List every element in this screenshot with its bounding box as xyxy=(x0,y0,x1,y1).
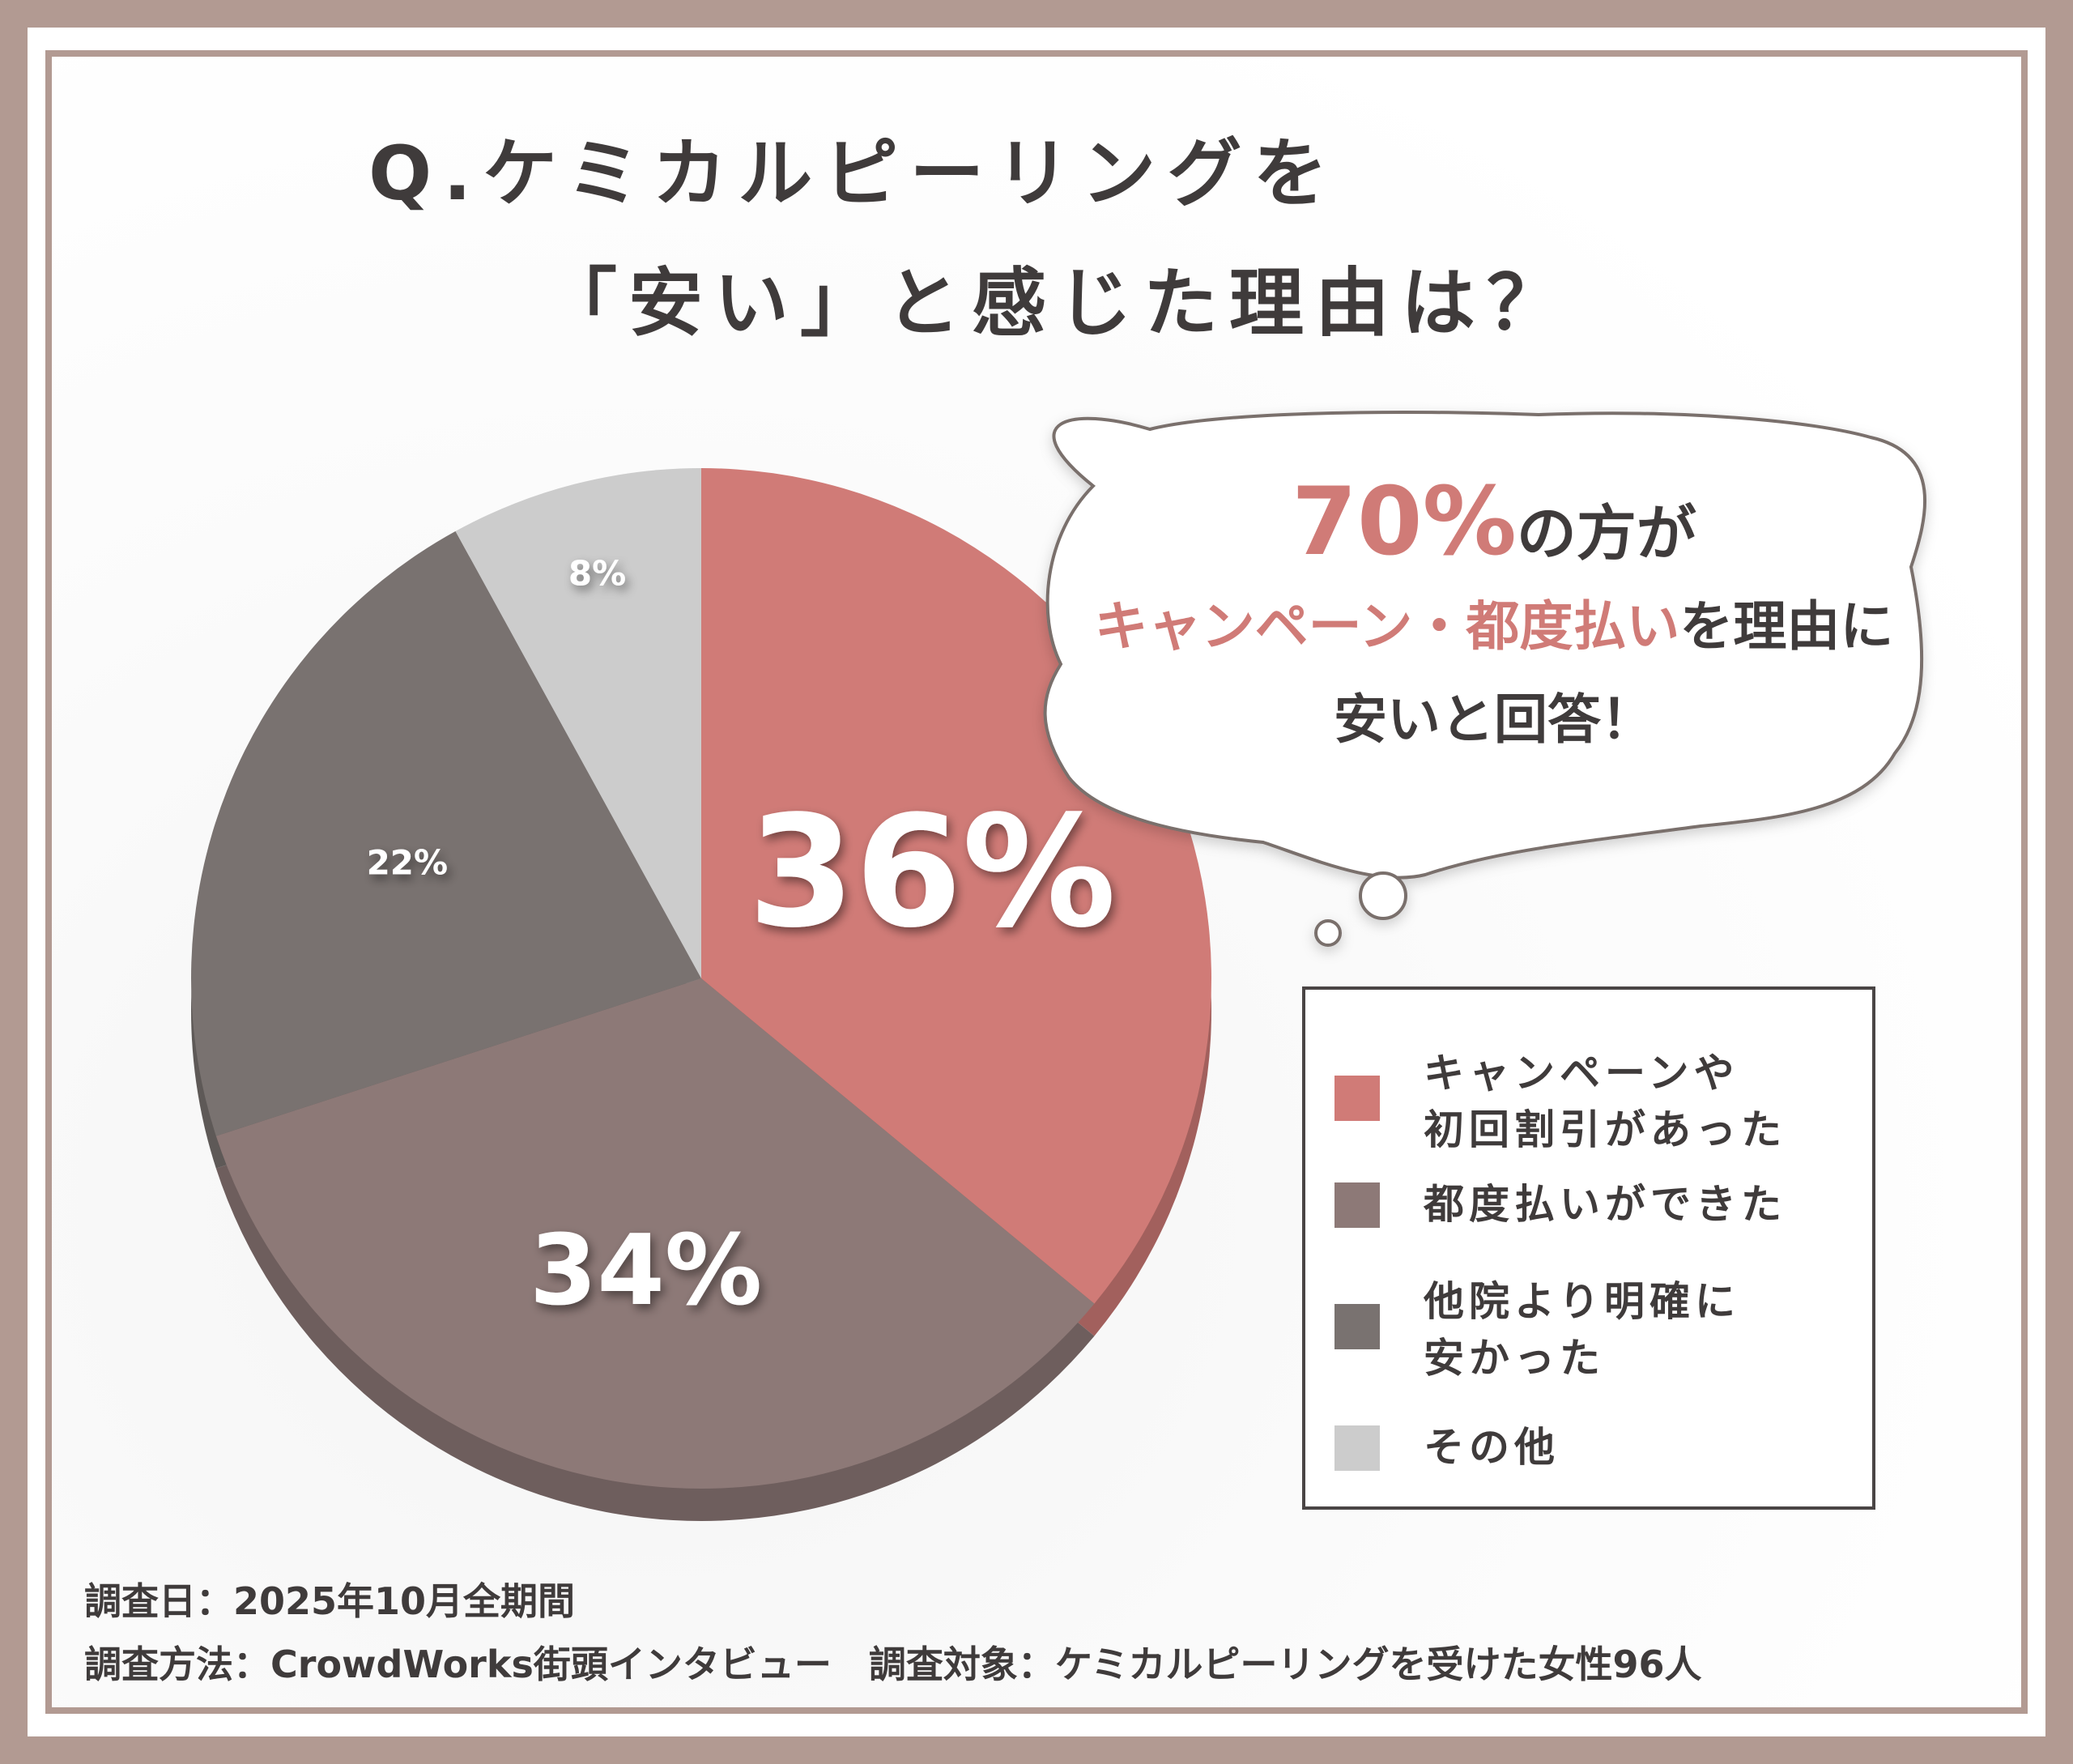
pie-label-pay-per-visit: 34% xyxy=(530,1215,762,1327)
callout-line-3: 安いと回答！ xyxy=(1334,688,1654,751)
legend-label-other: その他 xyxy=(1424,1424,1560,1471)
callout-line2-rest: を理由に xyxy=(1679,595,1894,658)
bubble-dot-small xyxy=(1314,919,1342,947)
legend-label-cheaper: 他院より明確に 安かった xyxy=(1424,1278,1740,1382)
pie-slice-other xyxy=(455,468,701,978)
pie-labels: 36% 34% 22% 8% xyxy=(367,554,1117,1327)
callout-line1-rest: の方が xyxy=(1516,499,1696,569)
callout-text: 70%の方が キャンペーン・都度払いを理由に 安いと回答！ xyxy=(1036,475,1952,765)
legend: キャンペーンや 初回割引があった都度払いができた他院より明確に 安かったその他 xyxy=(1302,986,1875,1510)
survey-date: 調査日：2025年10月全期間 xyxy=(84,1579,576,1623)
speech-bubble-shape xyxy=(1043,411,1927,880)
pie-slice-cheaper xyxy=(190,530,701,1136)
callout-line-1: 70%の方が xyxy=(1036,475,1952,578)
survey-method: 調査方法：CrowdWorks街頭インタビュー 調査対象：ケミカルピーリングを受… xyxy=(84,1643,1702,1686)
title-line-2: 「安い」と感じた理由は？ xyxy=(543,260,1573,347)
legend-swatch-campaign xyxy=(1334,1076,1380,1121)
bubble-dot-large xyxy=(1359,871,1407,920)
legend-swatch-cheaper xyxy=(1334,1304,1380,1349)
callout-accent: キャンペーン・都度払い xyxy=(1094,595,1680,658)
pie-slice-pay-per-visit xyxy=(215,978,1095,1489)
speech-bubble xyxy=(1043,411,1927,947)
survey-footer: 調査日：2025年10月全期間 調査方法：CrowdWorks街頭インタビュー … xyxy=(84,1570,1701,1696)
callout-percent: 70% xyxy=(1292,467,1517,577)
legend-label-campaign: キャンペーンや 初回割引があった xyxy=(1424,1050,1786,1153)
pie-label-cheaper: 22% xyxy=(367,842,449,882)
callout-line-2: キャンペーン・都度払いを理由に xyxy=(1036,578,1952,675)
title-line-1: Q.ケミカルピーリングを xyxy=(368,130,1339,217)
legend-swatch-pay-per-visit xyxy=(1334,1182,1380,1228)
legend-swatch-other xyxy=(1334,1425,1380,1471)
legend-label-pay-per-visit: 都度払いができた xyxy=(1424,1181,1786,1228)
pie-label-campaign: 36% xyxy=(748,782,1117,961)
pie-label-other: 8% xyxy=(568,554,626,594)
